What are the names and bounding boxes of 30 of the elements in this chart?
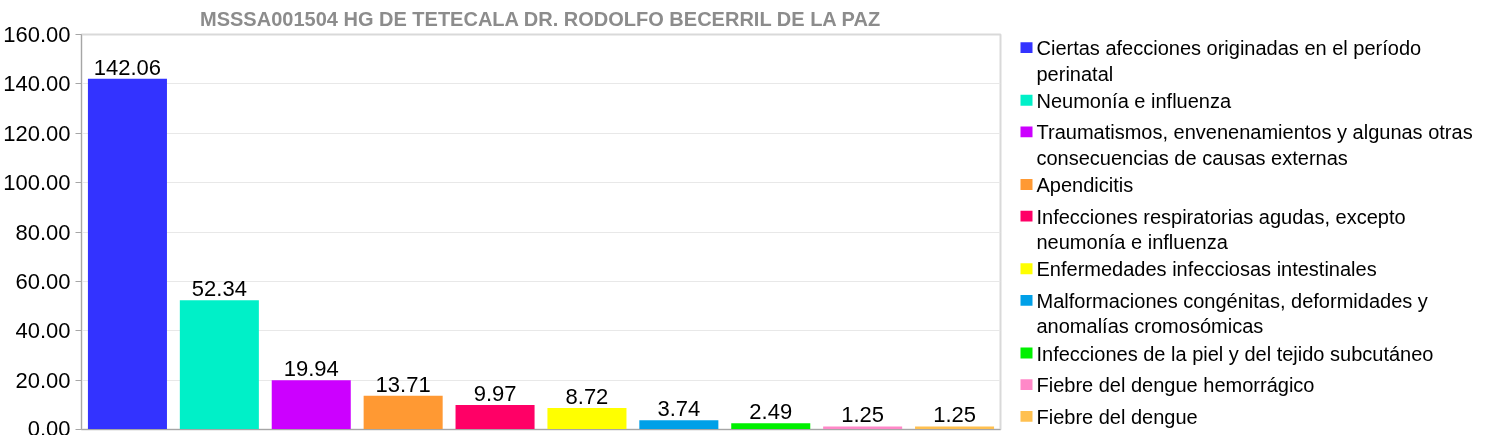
y-tick-label: 160.00 xyxy=(3,22,71,47)
data-label: 8.72 xyxy=(565,383,609,409)
data-label: 1.25 xyxy=(841,402,885,428)
data-label: 142.06 xyxy=(93,54,162,80)
y-tick-label: 0.00 xyxy=(27,415,71,435)
chart-title: MSSSA001504 HG DE TETECALA DR. RODOLFO BECERRIL DE LA PAZ xyxy=(200,7,881,30)
y-tick-label: 60.00 xyxy=(15,268,71,294)
data-label: 1.25 xyxy=(933,402,976,428)
data-label: 52.34 xyxy=(191,276,247,302)
data-label: 13.71 xyxy=(375,371,431,397)
legend-label: Malformaciones congénitas, deformidades y anomalías cromosómicas xyxy=(1036,289,1428,338)
y-tick-label: 80.00 xyxy=(15,219,71,245)
y-tick-label: 40.00 xyxy=(15,318,71,344)
legend-label: Ciertas afecciones originadas en el período perinatal xyxy=(1036,37,1422,85)
legend-label: Fiebre del dengue hemorrágico xyxy=(1036,374,1315,397)
legend-label: Infecciones respiratorias agudas, excepto neumonía e influenza xyxy=(1036,205,1406,254)
y-tick-label: 120.00 xyxy=(3,120,71,146)
legend-label: Traumatismos, envenenamientos y algunas otras consecuencias de causas externas xyxy=(1036,121,1473,169)
y-tick-label: 140.00 xyxy=(3,71,71,97)
data-label: 2.49 xyxy=(749,399,793,425)
y-tick-label: 20.00 xyxy=(15,367,71,393)
legend-label: Apendicitis xyxy=(1036,174,1134,197)
y-tick-label: 100.00 xyxy=(3,170,71,196)
data-label: 9.97 xyxy=(473,380,517,406)
legend-label: Infecciones de la piel y del tejido subcutáneo xyxy=(1036,342,1434,365)
data-label: 3.74 xyxy=(657,396,701,422)
legend-label: Neumonía e influenza xyxy=(1036,89,1232,112)
legend-label: Enfermedades infecciosas intestinales xyxy=(1036,258,1377,281)
data-label: 19.94 xyxy=(283,356,339,382)
legend-label: Fiebre del dengue xyxy=(1036,405,1198,428)
